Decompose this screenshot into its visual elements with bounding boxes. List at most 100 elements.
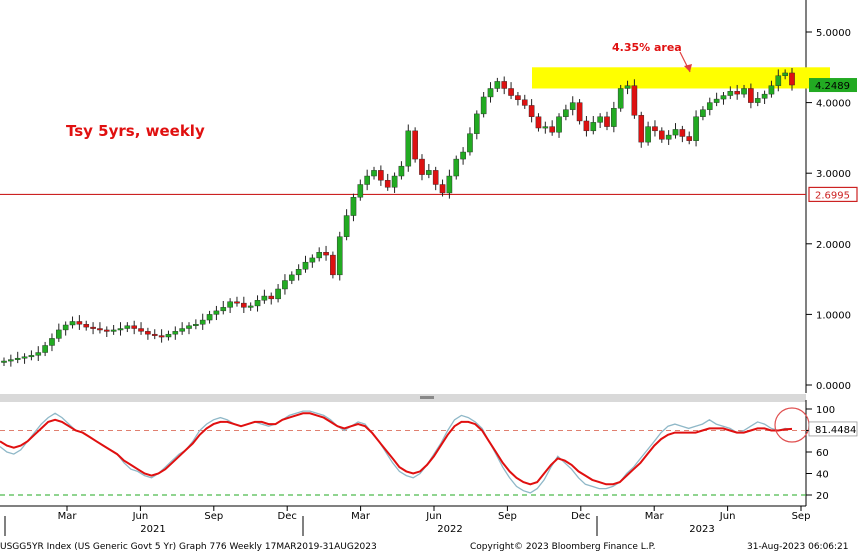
candle-body [453, 158, 460, 177]
candle-body [624, 85, 631, 89]
last-price-tag: 4.2489 [809, 78, 857, 93]
candle-body [110, 329, 117, 332]
candle-body [124, 325, 131, 329]
candle-body [446, 175, 453, 194]
main-y-tick-label: 5.0000 [816, 28, 851, 39]
candle-body [56, 329, 62, 339]
candle-body [768, 85, 775, 95]
candle-body [206, 314, 213, 321]
candle-body [693, 116, 699, 141]
candle-body [467, 133, 473, 153]
annotation-arrowhead [684, 64, 692, 72]
candle-body [432, 170, 439, 185]
x-month-label: Sep [792, 511, 811, 522]
x-year-label: 2023 [689, 524, 714, 535]
x-axis-year-labels: 2021 2022 2023 [4, 516, 715, 536]
candle-body [357, 184, 364, 198]
candle-body [138, 328, 144, 332]
candle-body [268, 295, 275, 300]
x-month-label: Mar [645, 511, 665, 522]
candle-body [261, 295, 268, 301]
candle-body [241, 302, 247, 308]
x-month-label: Jun [719, 511, 736, 522]
candle-body [103, 329, 110, 332]
candle-body [679, 129, 686, 137]
candle-body [21, 356, 28, 359]
candles-group [1, 68, 795, 367]
candle-body [151, 333, 158, 336]
candle-body [741, 88, 747, 95]
x-year-label: 2021 [140, 524, 165, 535]
candle-body [535, 116, 542, 129]
x-axis-month-labels: Mar Jun Sep Dec Mar Jun Sep Dec Mar Jun Sep [58, 506, 811, 522]
candle-body [247, 305, 254, 308]
candle-body [309, 257, 316, 263]
oscillator-last-tag: 81.4484 [808, 421, 858, 437]
candle-body [754, 98, 761, 103]
main-y-tick-label: 0.0000 [816, 381, 851, 392]
x-month-label: Mar [58, 511, 78, 522]
candle-body [542, 126, 549, 129]
candle-body [227, 301, 233, 308]
candle-body [460, 151, 466, 160]
candle-body [97, 328, 103, 331]
candle-body [686, 136, 693, 141]
oscillator-tag-box [808, 421, 858, 437]
candle-body [275, 288, 281, 300]
footer-right-text: 31-Aug-2023 06:06:21 [747, 542, 849, 552]
footer-center-text: Copyright© 2023 Bloomberg Finance L.P. [470, 542, 655, 552]
candle-body [316, 252, 323, 259]
candle-body [378, 170, 384, 181]
reference-tag-box [808, 186, 858, 203]
oscillator-y-tick-label: 100 [816, 405, 835, 416]
candle-body [288, 274, 295, 281]
panel-divider-handle[interactable] [420, 396, 434, 399]
footer-left-text: USGG5YR Index (US Generic Govt 5 Yr) Gra… [0, 542, 377, 552]
candle-body [220, 307, 227, 312]
candle-body [631, 85, 638, 116]
candle-body [494, 81, 501, 89]
candle-body [761, 93, 768, 99]
highlight-band [532, 67, 830, 89]
oscillator-slow-line [0, 412, 793, 486]
candle-body [131, 325, 137, 329]
candle-body [234, 301, 240, 304]
x-month-label: Sep [204, 511, 223, 522]
candle-body [336, 236, 343, 276]
candle-body [165, 333, 172, 338]
candle-body [563, 109, 569, 117]
candle-body [371, 170, 377, 177]
candle-body [28, 355, 35, 358]
candle-body [254, 300, 261, 307]
candle-body [556, 116, 562, 133]
panel-divider [0, 394, 806, 402]
candle-body [652, 126, 658, 132]
annotation-text: 4.35% area [612, 41, 682, 54]
candle-body [659, 130, 665, 140]
candle-body [549, 126, 555, 133]
oscillator-tag-text: 81.4484 [815, 425, 856, 436]
x-month-label: Mar [351, 511, 371, 522]
candle-body [69, 321, 76, 326]
candle-body [398, 165, 405, 177]
candle-body [474, 113, 480, 134]
candle-body [782, 72, 788, 76]
candle-body [145, 331, 151, 335]
candle-body [713, 98, 720, 103]
oscillator-y-tick-label: 20 [816, 491, 829, 502]
oscillator-y-tick-label: 40 [816, 470, 829, 481]
oscillator-y-tick-label: 60 [816, 448, 829, 459]
candle-body [42, 345, 48, 353]
candle-body [405, 130, 412, 167]
candle-body [330, 254, 336, 276]
candle-body [515, 95, 521, 100]
candle-body [295, 269, 302, 276]
candle-body [213, 310, 220, 315]
candle-body [611, 108, 617, 127]
candle-body [83, 324, 90, 328]
candle-body [1, 360, 7, 363]
last-price-tag-text: 4.2489 [815, 81, 850, 92]
candle-body [350, 197, 357, 216]
candle-body [775, 75, 782, 86]
